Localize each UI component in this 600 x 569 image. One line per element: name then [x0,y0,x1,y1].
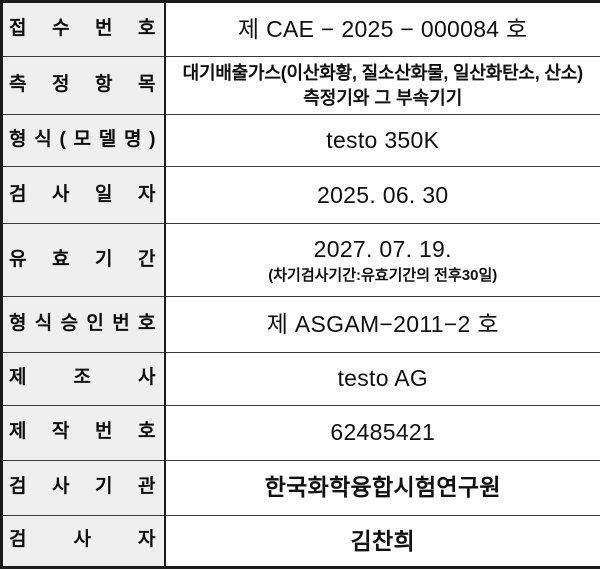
label-char: 검 [9,476,27,498]
row-label-manufacturer: 제 조 사 [1,352,166,406]
label-char: 사 [138,367,156,389]
table-row: 유 효 기 간 2027. 07. 19. (차기검사기간:유효기간의 전후30… [1,223,600,298]
label-char: 사 [52,476,70,498]
measurement-item-line1: 대기배출가스(이산화황, 질소산화물, 일산화탄소, 산소) [182,63,584,84]
row-value-model-type: testo 350K [164,114,600,168]
label-char: 델 [98,129,117,151]
label-char: 작 [52,421,70,443]
row-value-manufacturer: testo AG [164,352,600,406]
label-char: 호 [137,313,156,335]
label-char: 기 [95,248,113,270]
label-char: 접 [9,18,27,40]
label-char: 모 [73,129,91,151]
row-label-type-approval-number: 형 식 승 인 번 호 [1,296,166,353]
label-char: 제 [9,421,27,443]
measurement-item-line2: 측정기와 그 부속기기 [303,87,463,108]
row-value-type-approval-number: 제 ASGAM−2011−2 호 [164,296,600,353]
label-char: 식 [34,313,53,335]
label-char: 자 [138,529,156,551]
label-char: ) [149,129,156,151]
label-char: 사 [52,183,70,205]
receipt-number-value: 제 CAE − 2025 − 000084 호 [237,16,528,43]
label-char: 호 [138,421,156,443]
label-char: 형 [9,129,27,151]
inspector-value: 김찬희 [350,527,415,554]
label-char: 간 [138,248,156,270]
label-char: 목 [138,74,156,96]
label-char: 수 [52,18,70,40]
label-char: 조 [73,367,91,389]
label-char: 유 [9,248,27,270]
row-value-serial-number: 62485421 [164,405,600,461]
label-char: 검 [9,183,27,205]
row-label-inspector: 검 사 자 [1,515,166,568]
label-char: 일 [95,183,113,205]
row-value-inspection-agency: 한국화학융합시험연구원 [164,460,600,516]
row-label-serial-number: 제 작 번 호 [1,405,166,461]
table-row: 측 정 항 목 대기배출가스(이산화황, 질소산화물, 일산화탄소, 산소) 측… [1,56,600,116]
label-char: 사 [73,529,91,551]
manufacturer-value: testo AG [337,365,429,392]
table-row: 형 식 승 인 번 호 제 ASGAM−2011−2 호 [1,296,600,353]
table-row: 검 사 자 김찬희 [1,515,600,568]
table-row: 형 식 ( 모 델 명 ) testo 350K [1,114,600,168]
label-char: ( [59,129,66,151]
label-char: 기 [95,476,113,498]
label-char: 측 [9,74,27,96]
table-row: 접 수 번 호 제 CAE − 2025 − 000084 호 [1,1,600,58]
row-value-measurement-item: 대기배출가스(이산화황, 질소산화물, 일산화탄소, 산소) 측정기와 그 부속… [164,56,600,116]
label-char: 항 [95,74,113,96]
row-label-model-type: 형 식 ( 모 델 명 ) [1,114,166,168]
row-value-validity-period: 2027. 07. 19. (차기검사기간:유효기간의 전후30일) [164,223,600,298]
model-type-value: testo 350K [326,127,440,154]
table-row: 검 사 기 관 한국화학융합시험연구원 [1,460,600,516]
row-label-measurement-item: 측 정 항 목 [1,56,166,116]
label-char: 번 [112,313,130,335]
label-char: 명 [123,129,142,151]
row-value-inspection-date: 2025. 06. 30 [164,166,600,225]
row-label-validity-period: 유 효 기 간 [1,223,166,298]
label-char: 자 [138,183,156,205]
validity-period-note: (차기검사기간:유효기간의 전후30일) [268,266,498,284]
label-char: 관 [138,476,156,498]
row-value-receipt-number: 제 CAE − 2025 − 000084 호 [164,1,600,58]
label-char: 효 [52,248,70,270]
label-char: 번 [95,18,113,40]
row-label-inspection-agency: 검 사 기 관 [1,460,166,516]
inspection-agency-value: 한국화학융합시험연구원 [264,474,501,501]
label-char: 제 [9,367,27,389]
label-char: 정 [52,74,70,96]
label-char: 형 [9,313,27,335]
row-label-receipt-number: 접 수 번 호 [1,1,166,58]
label-char: 번 [95,421,113,443]
serial-number-value: 62485421 [330,419,436,446]
inspection-date-value: 2025. 06. 30 [317,181,449,208]
label-char: 승 [60,313,79,335]
table-row: 검 사 일 자 2025. 06. 30 [1,166,600,225]
label-char: 검 [9,529,27,551]
label-char: 인 [86,313,104,335]
table-row: 제 작 번 호 62485421 [1,405,600,461]
label-char: 호 [138,18,156,40]
type-approval-number-value: 제 ASGAM−2011−2 호 [266,311,499,338]
row-value-inspector: 김찬희 [164,515,600,568]
validity-period-value: 2027. 07. 19. [313,236,452,263]
label-char: 식 [34,129,52,151]
row-label-inspection-date: 검 사 일 자 [1,166,166,225]
table-row: 제 조 사 testo AG [1,352,600,406]
